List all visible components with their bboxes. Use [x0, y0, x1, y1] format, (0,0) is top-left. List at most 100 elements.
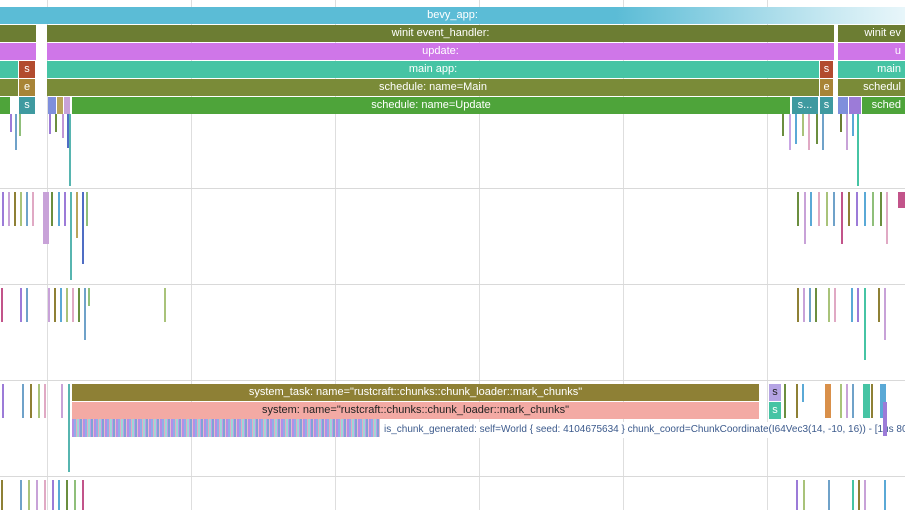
tiny-span[interactable] — [82, 192, 84, 264]
tiny-span[interactable] — [36, 480, 38, 510]
span-block[interactable] — [48, 97, 56, 114]
tiny-span[interactable] — [26, 288, 28, 322]
tiny-span[interactable] — [76, 192, 78, 238]
tiny-span[interactable] — [10, 114, 12, 132]
span-winit-right[interactable]: winit ev — [838, 25, 905, 42]
tiny-span[interactable] — [810, 192, 812, 226]
tiny-span[interactable] — [884, 288, 886, 340]
tiny-span[interactable] — [43, 192, 49, 244]
tiny-span[interactable] — [898, 192, 905, 208]
tiny-span[interactable] — [78, 288, 80, 322]
tiny-span[interactable] — [825, 384, 831, 418]
tiny-span[interactable] — [851, 288, 853, 322]
tiny-span[interactable] — [88, 288, 90, 306]
tiny-span[interactable] — [14, 192, 16, 226]
tiny-span[interactable] — [864, 192, 866, 226]
span-main-app-right[interactable]: main — [838, 61, 905, 78]
tiny-span[interactable] — [52, 480, 54, 510]
tiny-span[interactable] — [804, 192, 806, 244]
tiny-span[interactable] — [857, 114, 859, 186]
span-block[interactable] — [57, 97, 63, 114]
tiny-span[interactable] — [808, 114, 810, 150]
tiny-span[interactable] — [2, 384, 4, 418]
tiny-span[interactable] — [64, 192, 66, 226]
tiny-span[interactable] — [28, 480, 30, 510]
tiny-span[interactable] — [60, 288, 62, 322]
span-s-dots-right[interactable]: s... — [792, 97, 818, 114]
span-schedule-main-right[interactable]: schedul — [838, 79, 905, 96]
span-s-right-2[interactable]: s — [820, 97, 833, 114]
tiny-span[interactable] — [886, 192, 888, 244]
tiny-span[interactable] — [44, 384, 46, 418]
span-s-small-b[interactable]: s — [769, 402, 781, 419]
tiny-span[interactable] — [789, 114, 791, 150]
tiny-span[interactable] — [26, 192, 28, 226]
is-chunk-generated-spans[interactable] — [72, 419, 380, 437]
tiny-span[interactable] — [834, 288, 836, 322]
tiny-span[interactable] — [822, 114, 824, 150]
tiny-span[interactable] — [884, 480, 886, 510]
span-block[interactable] — [64, 97, 70, 114]
span-schedule-update-right[interactable]: sched — [862, 97, 905, 114]
tiny-span[interactable] — [66, 480, 68, 510]
tiny-span[interactable] — [1, 480, 3, 510]
tiny-span[interactable] — [784, 384, 786, 418]
tiny-span[interactable] — [856, 192, 858, 226]
tiny-span[interactable] — [840, 384, 842, 418]
tiny-span[interactable] — [20, 480, 22, 510]
tiny-span[interactable] — [38, 384, 40, 418]
span-s-small-a[interactable]: s — [769, 384, 781, 401]
span-s-right[interactable]: s — [820, 61, 833, 78]
tiny-span[interactable] — [55, 114, 57, 132]
span-schedule-main-left[interactable] — [0, 79, 18, 96]
tiny-span[interactable] — [20, 288, 22, 322]
tiny-span[interactable] — [58, 480, 60, 510]
tiny-span[interactable] — [857, 288, 859, 322]
span-block[interactable] — [849, 97, 861, 114]
span-e-left[interactable]: e — [19, 79, 35, 96]
span-block[interactable] — [838, 97, 848, 114]
tiny-span[interactable] — [796, 480, 798, 510]
tiny-span[interactable] — [795, 114, 797, 144]
tiny-span[interactable] — [828, 480, 830, 510]
span-schedule-main[interactable]: schedule: name=Main — [47, 79, 819, 96]
tiny-span[interactable] — [32, 192, 34, 226]
tiny-span[interactable] — [826, 192, 828, 226]
span-winit-event-handler[interactable]: winit event_handler: — [47, 25, 834, 42]
tiny-span[interactable] — [818, 192, 820, 226]
tiny-span[interactable] — [67, 114, 69, 148]
span-schedule-update-left[interactable] — [0, 97, 10, 114]
tiny-span[interactable] — [82, 480, 84, 510]
tiny-span[interactable] — [833, 192, 835, 226]
tiny-span[interactable] — [815, 288, 817, 322]
tiny-span[interactable] — [44, 480, 46, 510]
tiny-span[interactable] — [30, 384, 32, 418]
tiny-span[interactable] — [69, 114, 71, 186]
tiny-span[interactable] — [863, 384, 870, 418]
tiny-span[interactable] — [62, 114, 64, 138]
tiny-span[interactable] — [51, 192, 53, 226]
tiny-span[interactable] — [1, 288, 3, 322]
tiny-span[interactable] — [880, 384, 886, 418]
tiny-span[interactable] — [871, 384, 873, 418]
tiny-span[interactable] — [803, 288, 805, 322]
tiny-span[interactable] — [828, 288, 830, 322]
span-main-app[interactable]: main app: — [47, 61, 819, 78]
span-schedule-update[interactable]: schedule: name=Update — [72, 97, 790, 114]
tiny-span[interactable] — [49, 114, 51, 134]
tiny-span[interactable] — [20, 192, 22, 226]
tiny-span[interactable] — [883, 402, 887, 436]
tiny-span[interactable] — [48, 288, 50, 322]
tiny-span[interactable] — [19, 114, 21, 136]
tiny-span[interactable] — [846, 114, 848, 150]
span-bevy-app[interactable]: bevy_app: — [0, 7, 905, 24]
tiny-span[interactable] — [816, 114, 818, 144]
tiny-span[interactable] — [797, 192, 799, 226]
tiny-span[interactable] — [58, 192, 60, 226]
span-s-left[interactable]: s — [19, 61, 35, 78]
tiny-span[interactable] — [872, 192, 874, 226]
tiny-span[interactable] — [61, 384, 63, 418]
tiny-span[interactable] — [86, 192, 88, 226]
span-main-app-left[interactable] — [0, 61, 18, 78]
